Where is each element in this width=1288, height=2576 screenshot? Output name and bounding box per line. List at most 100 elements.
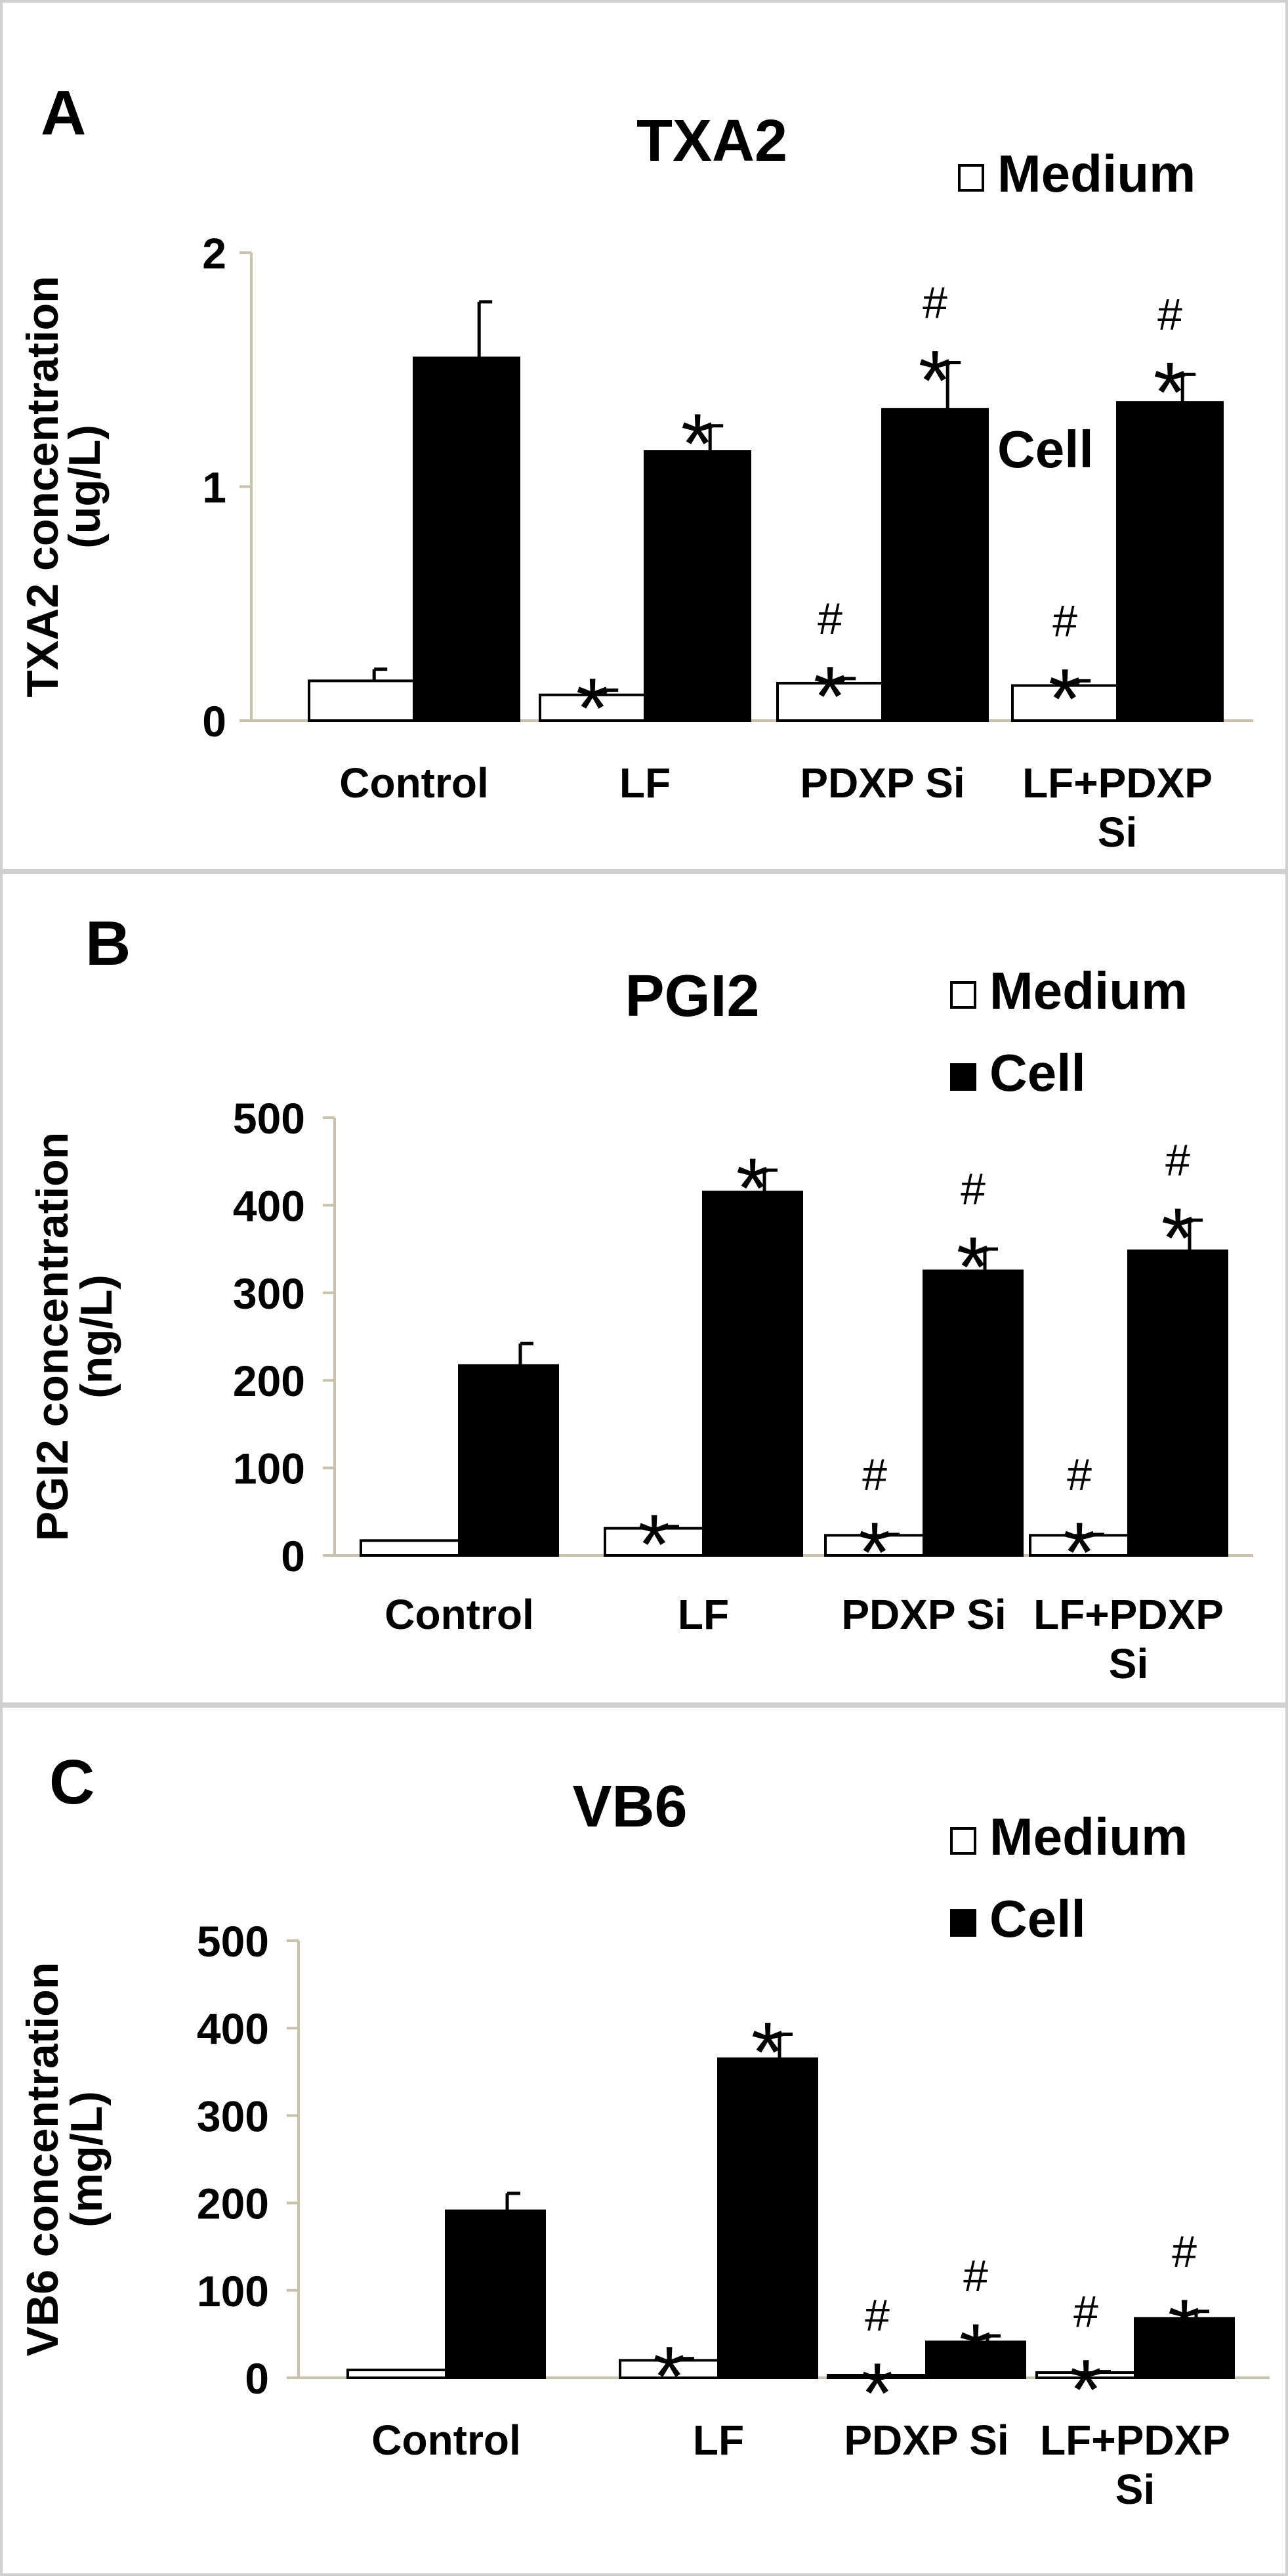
category-label: LF	[678, 1591, 729, 1638]
bar-medium	[346, 2369, 447, 2379]
legend-label-cell: Cell	[997, 420, 1094, 478]
bar-medium	[360, 1539, 461, 1557]
legend-label-medium: Medium	[989, 961, 1188, 1020]
significance-hash: #	[818, 594, 842, 644]
significance-star: *	[1168, 2281, 1201, 2377]
bar-cell	[458, 1364, 559, 1557]
y-tick-label: 1	[202, 463, 226, 512]
y-tick-label: 300	[197, 2092, 269, 2140]
y-tick-label: 500	[233, 1094, 305, 1143]
bar-cell	[1116, 401, 1224, 722]
significance-star: *	[681, 396, 715, 492]
y-tick-label: 200	[233, 1357, 305, 1405]
bar-cell	[1134, 2317, 1235, 2380]
bar-medium	[539, 693, 646, 723]
y-tick-label: 400	[197, 2004, 269, 2053]
bar-cell	[717, 2057, 818, 2380]
significance-hash: #	[1172, 2227, 1197, 2277]
y-axis-title: VB6 concentration	[18, 1962, 68, 2357]
category-label: PDXP Si	[844, 2417, 1008, 2464]
significance-hash: #	[865, 2291, 890, 2340]
panel-frame	[0, 0, 1288, 872]
significance-hash: #	[1165, 1135, 1190, 1185]
legend-swatch-cell	[950, 1063, 976, 1091]
y-tick-label: 100	[197, 2267, 269, 2315]
significance-star: *	[814, 648, 847, 744]
bar-medium	[824, 1534, 925, 1557]
y-axis-title: TXA2 concentration	[18, 276, 68, 697]
significance-star: *	[919, 333, 952, 429]
bar-medium	[1029, 1534, 1130, 1557]
bar-cell	[1127, 1249, 1228, 1557]
significance-hash: #	[961, 1164, 986, 1214]
panel-b: B PGI2 0 100 200 300 400 500 PGI2 concentration(…	[0, 872, 1288, 1705]
legend-swatch-medium	[950, 981, 976, 1009]
y-tick-label: 0	[281, 1532, 305, 1580]
legend-swatch-medium	[950, 1827, 976, 1855]
bar-cell	[923, 1269, 1024, 1557]
y-tick-label: 0	[245, 2354, 269, 2403]
chart-title: VB6	[572, 1774, 687, 1840]
legend-label-cell: Cell	[989, 1044, 1086, 1102]
category-label: Control	[339, 759, 489, 807]
significance-hash: #	[1073, 2287, 1098, 2337]
panel-letter: C	[49, 1747, 94, 1817]
y-axis-title: PGI2 concentration	[28, 1132, 77, 1541]
category-label: Si	[1115, 2466, 1155, 2513]
panel-c: C VB6 0 100 200 300 400 500 VB6 concentration(mg…	[0, 1705, 1288, 2576]
y-tick-label: 400	[233, 1181, 305, 1230]
category-label: Control	[384, 1591, 534, 1638]
bar-cell	[445, 2209, 546, 2379]
category-label: Control	[371, 2417, 521, 2464]
y-tick-label: 0	[202, 697, 226, 746]
category-label: LF+PDXP	[1033, 1591, 1224, 1638]
bar-cell	[925, 2340, 1026, 2379]
y-axis-unit: (ug/L)	[60, 425, 110, 549]
panel-letter: B	[85, 908, 131, 979]
y-tick-label: 500	[197, 1917, 269, 1966]
y-tick-label: 100	[233, 1445, 305, 1493]
y-axis-unit: (mg/L)	[62, 2091, 112, 2228]
legend-label-medium: Medium	[989, 1807, 1188, 1866]
significance-star: *	[1070, 2342, 1103, 2438]
panel-letter: A	[41, 78, 86, 148]
chart-title: PGI2	[625, 963, 759, 1029]
bar-medium	[308, 679, 415, 723]
y-tick-label: 2	[202, 229, 226, 278]
significance-star: *	[957, 1219, 990, 1315]
category-label: PDXP Si	[841, 1591, 1006, 1638]
category-label: LF	[693, 2417, 744, 2464]
panel-a: A TXA2 0 1 2 TXA2 concentration(ug/L) Control *…	[0, 0, 1288, 872]
legend-label-medium: Medium	[997, 144, 1195, 203]
legend-label-cell: Cell	[989, 1890, 1086, 1948]
significance-star: *	[959, 2306, 993, 2401]
significance-hash: #	[862, 1450, 887, 1500]
legend-swatch-medium	[958, 164, 984, 192]
significance-star: *	[858, 1504, 892, 1600]
significance-hash: #	[1157, 289, 1182, 339]
y-tick-label: 300	[233, 1269, 305, 1318]
y-tick-label: 200	[197, 2180, 269, 2228]
panel-frame	[0, 872, 1288, 1705]
category-label: LF	[619, 759, 671, 807]
significance-star: *	[1049, 650, 1082, 746]
significance-hash: #	[1067, 1450, 1092, 1500]
significance-star: *	[1153, 344, 1187, 440]
y-axis-unit: (ng/L)	[72, 1275, 121, 1399]
significance-hash: #	[1052, 596, 1077, 646]
panel-frame	[0, 1705, 1288, 2576]
significance-hash: #	[923, 278, 947, 328]
significance-star: *	[1161, 1190, 1195, 1286]
bar-cell	[702, 1191, 803, 1557]
significance-star: *	[736, 1140, 770, 1236]
category-label: PDXP Si	[800, 759, 965, 807]
significance-star: *	[751, 2004, 785, 2100]
category-label: LF+PDXP	[1040, 2417, 1230, 2464]
significance-star: *	[638, 1496, 671, 1592]
category-label: Si	[1109, 1640, 1148, 1687]
legend-swatch-cell	[950, 1909, 976, 1937]
significance-star: *	[1063, 1504, 1096, 1600]
legend-swatch-cell	[958, 440, 984, 467]
significance-star: *	[861, 2345, 894, 2441]
